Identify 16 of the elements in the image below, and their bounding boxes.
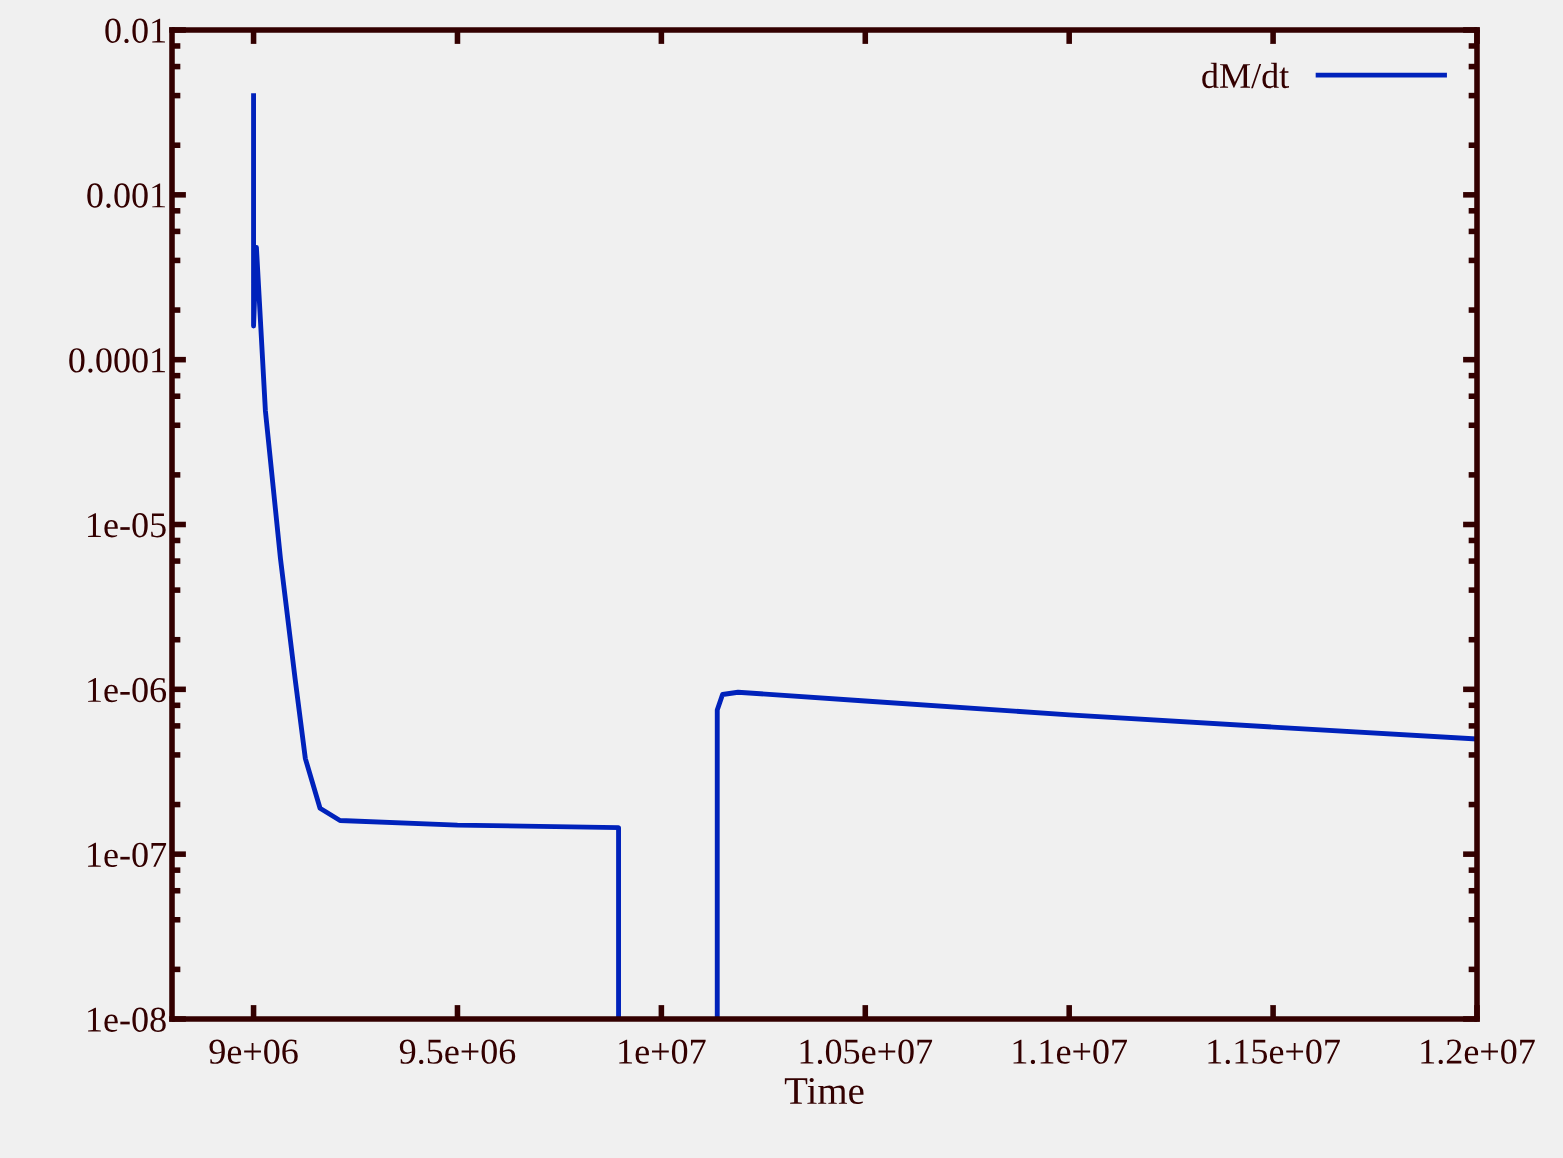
y-tick-label: 1e-06 bbox=[88, 677, 167, 703]
y-tick-label: 1e-07 bbox=[88, 842, 167, 868]
x-tick-label: 9.5e+06 bbox=[399, 1039, 516, 1065]
y-tick-label: 1e-08 bbox=[88, 1007, 166, 1032]
x-tick-label: 1.2e+07 bbox=[1421, 1039, 1535, 1065]
x-tick-label: 1.15e+07 bbox=[1208, 1039, 1340, 1065]
x-tick-label: 1e+07 bbox=[619, 1039, 706, 1064]
x-tick-label: 9e+06 bbox=[209, 1039, 298, 1064]
x-tick-label: 1.1e+07 bbox=[1013, 1039, 1127, 1065]
x-tick-label: 1.05e+07 bbox=[800, 1039, 933, 1065]
legend-label: dM/dt bbox=[1202, 62, 1290, 89]
y-tick-label: 0.01 bbox=[105, 18, 165, 44]
y-tick-label: 1e-05 bbox=[88, 513, 166, 538]
y-tick-label: 0.0001 bbox=[69, 348, 165, 373]
x-axis-title: Time bbox=[784, 1077, 864, 1105]
y-tick-label: 0.001 bbox=[87, 183, 165, 208]
